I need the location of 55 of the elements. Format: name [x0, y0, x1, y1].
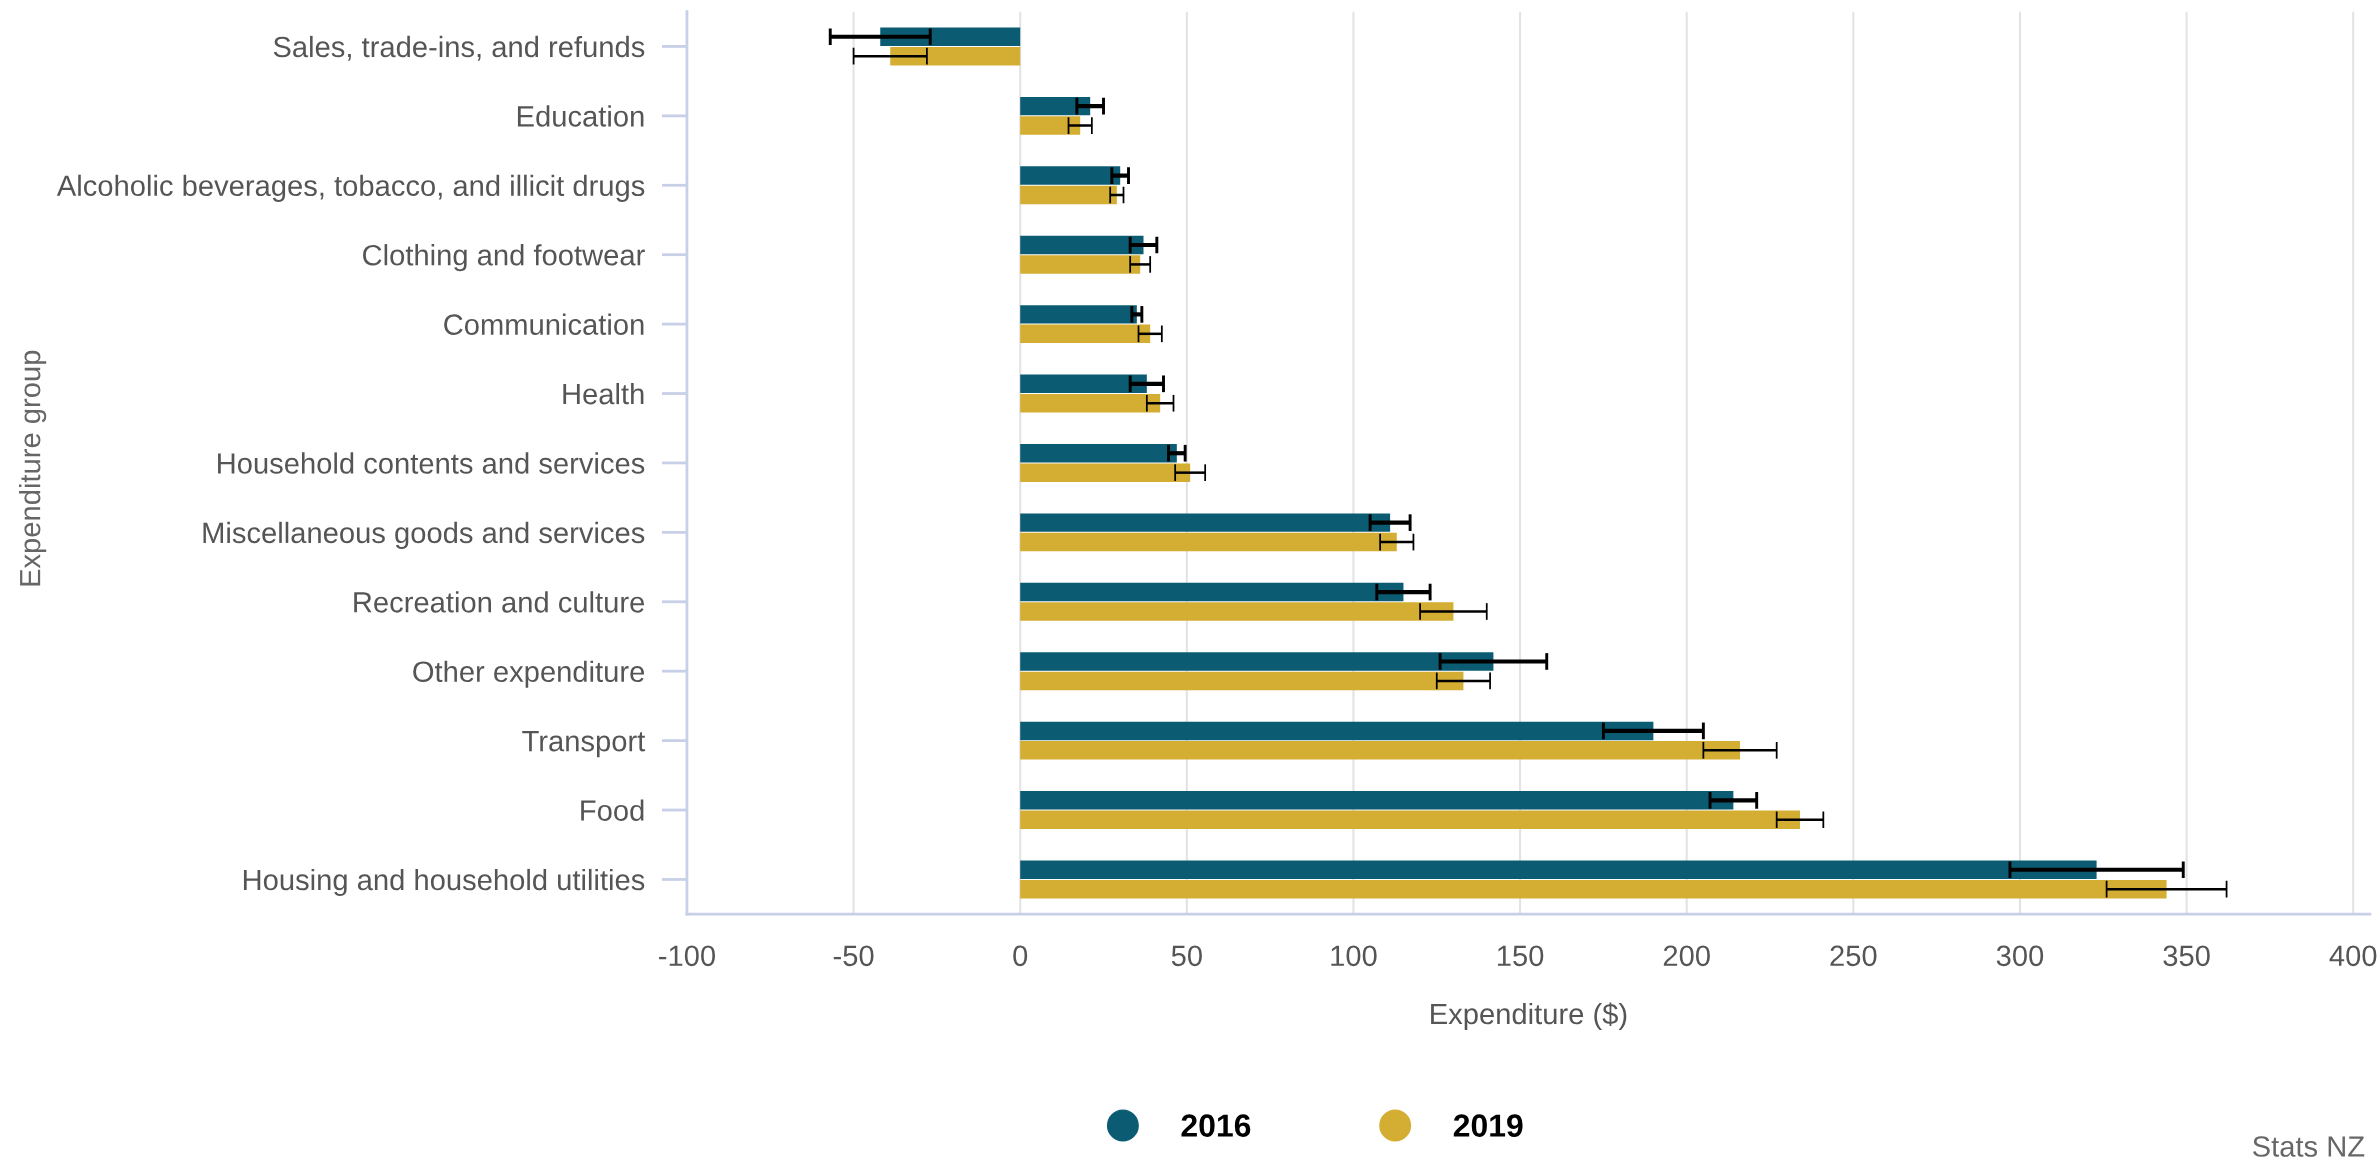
bar — [1020, 860, 2097, 879]
bar — [1020, 324, 1151, 344]
y-axis-title: Expenditure group — [19, 350, 47, 586]
bar — [1020, 185, 1117, 205]
bar — [1020, 532, 1397, 552]
bar — [1020, 166, 1121, 185]
bar — [1020, 671, 1464, 691]
x-tick-label: 150 — [1497, 945, 1544, 967]
bar — [880, 27, 1021, 46]
x-tick-label: 350 — [2163, 945, 2210, 967]
x-tick-label: 300 — [1996, 945, 2044, 967]
bar — [890, 46, 1021, 66]
y-tick-label: Other expenditure — [413, 660, 645, 688]
x-tick-label: 0 — [1013, 945, 1028, 967]
bar — [1020, 443, 1177, 463]
x-tick-label: 50 — [1171, 945, 1202, 967]
x-tick-label: 200 — [1663, 945, 1710, 967]
bar — [1020, 96, 1091, 116]
y-tick-label: Transport — [522, 731, 646, 758]
bar — [1020, 652, 1494, 671]
x-axis-title: Expenditure ($) — [1431, 1002, 1627, 1031]
y-tick-label: Clothing and footwear — [363, 244, 645, 272]
bar — [1020, 721, 1654, 741]
x-tick-label: 400 — [2329, 945, 2377, 967]
bar — [1020, 374, 1147, 394]
y-tick-label: Recreation and culture — [354, 591, 645, 613]
y-tick-label: Household contents and services — [218, 452, 645, 474]
x-tick-label: 100 — [1331, 945, 1377, 967]
x-tick-label: -100 — [659, 945, 715, 967]
bar — [1020, 394, 1161, 413]
y-tick-label: Miscellaneous goods and services — [203, 521, 645, 549]
bar — [1020, 255, 1141, 274]
y-tick-label: Alcoholic beverages, tobacco, and illicit drugs — [56, 174, 645, 202]
y-tick-label: Sales, trade-ins, and refunds — [273, 35, 645, 61]
x-tick-label: 250 — [1830, 945, 1877, 967]
bar — [1020, 305, 1137, 324]
y-tick-label: Food — [581, 799, 644, 821]
bar — [1020, 582, 1404, 602]
y-tick-label: Education — [517, 105, 644, 127]
bar — [1020, 463, 1191, 482]
bar — [1020, 791, 1734, 810]
y-tick-label: Housing and household utilities — [243, 868, 645, 897]
bar — [1020, 741, 1741, 760]
bar — [1020, 810, 1801, 829]
y-tick-label: Health — [563, 382, 644, 405]
bar — [1020, 602, 1454, 621]
bar — [1020, 879, 2167, 899]
x-tick-label: -50 — [833, 945, 874, 967]
bar — [1020, 116, 1081, 135]
y-tick-label: Communication — [444, 313, 644, 335]
legend-label: 2016 — [1181, 1114, 1251, 1137]
bar — [1020, 235, 1144, 255]
text: Stats NZ — [2253, 1136, 2365, 1157]
bar — [1020, 513, 1391, 532]
legend-label: 2019 — [1453, 1114, 1523, 1137]
